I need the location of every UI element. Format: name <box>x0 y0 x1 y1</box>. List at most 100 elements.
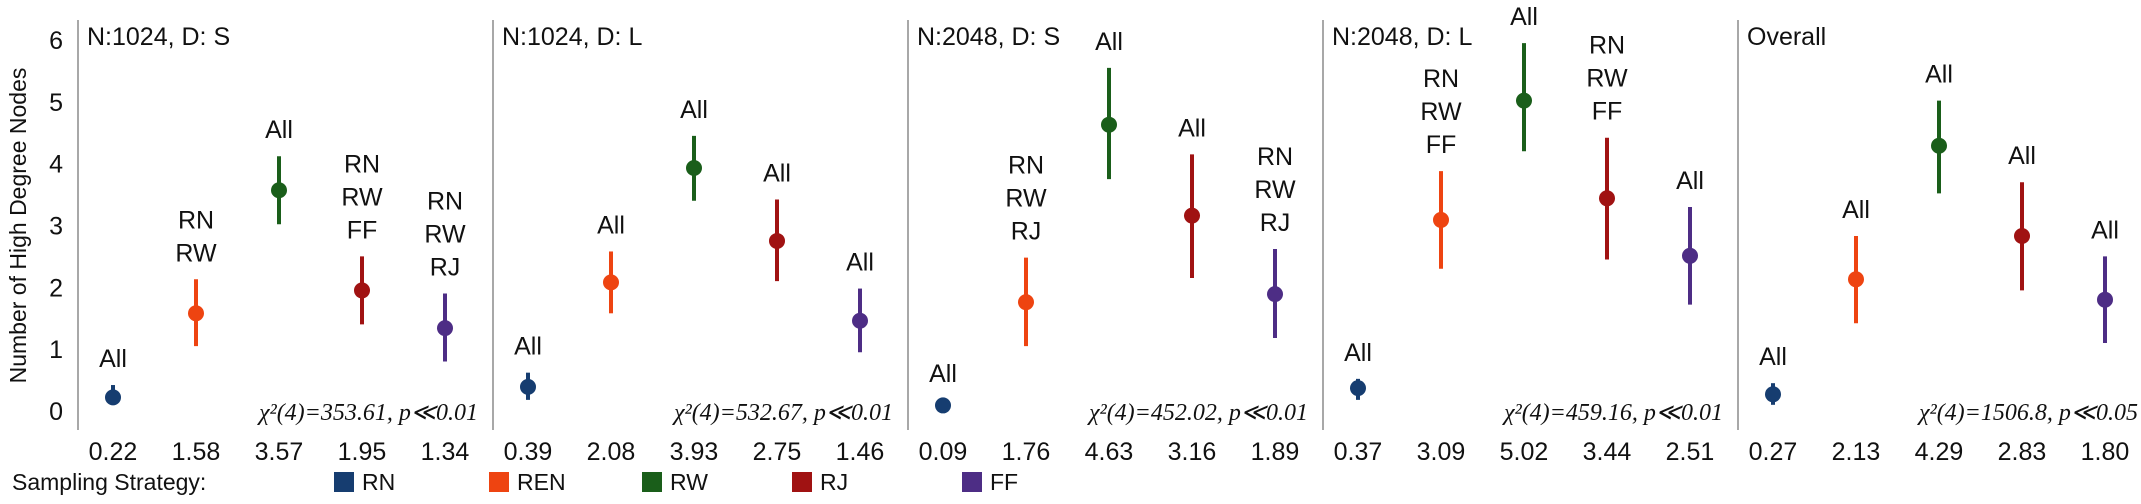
value-label: 0.22 <box>89 438 138 466</box>
panel-statistic: χ²(4)=1506.8, p≪0.05 <box>1917 400 2138 426</box>
group-label: All <box>2008 142 2036 170</box>
data-point <box>520 378 536 395</box>
group-label: FF <box>347 216 378 244</box>
data-point-group: All 2.83 <box>1998 142 2047 466</box>
data-point-group: All 1.80 <box>2081 216 2130 466</box>
legend-label: RW <box>670 469 708 495</box>
group-label: RN <box>1008 152 1044 180</box>
y-tick-label: 3 <box>49 213 63 241</box>
data-point-group: RN RW FF 3.44 <box>1583 32 1632 466</box>
panel-title: N:2048, D: S <box>917 23 1060 51</box>
data-point-group: All 2.13 <box>1832 196 1881 466</box>
panel-statistic: χ²(4)=353.61, p≪0.01 <box>257 400 478 426</box>
panel-statistic: χ²(4)=452.02, p≪0.01 <box>1087 400 1308 426</box>
data-point-group: RN RW 1.58 <box>172 206 221 466</box>
data-point-group: All 4.63 <box>1085 28 1134 466</box>
group-label: RJ <box>1260 209 1291 237</box>
data-point <box>1765 386 1781 403</box>
group-label: RW <box>1254 176 1296 204</box>
data-point <box>769 232 785 249</box>
legend-label: FF <box>990 469 1018 495</box>
legend-item: FF <box>962 469 1018 495</box>
value-label: 3.93 <box>670 438 719 466</box>
group-label: RN <box>1257 143 1293 171</box>
group-label: All <box>514 333 542 361</box>
value-label: 2.13 <box>1832 438 1881 466</box>
data-point <box>2014 228 2030 245</box>
data-point-group: All 3.57 <box>255 116 304 466</box>
group-label: RN <box>1589 32 1625 60</box>
data-point <box>437 320 453 337</box>
group-label: All <box>846 249 874 277</box>
value-label: 2.51 <box>1666 438 1715 466</box>
y-tick-label: 0 <box>49 398 63 426</box>
data-point-group: All 0.37 <box>1334 339 1383 466</box>
value-label: 1.58 <box>172 438 221 466</box>
panel-title: N:2048, D: L <box>1332 23 1472 51</box>
data-point-group: All 0.27 <box>1749 343 1798 466</box>
group-label: All <box>99 345 127 373</box>
group-label: All <box>1759 343 1787 371</box>
data-point <box>603 274 619 291</box>
value-label: 1.89 <box>1251 438 1300 466</box>
legend-swatch <box>489 472 509 492</box>
group-label: RN <box>344 150 380 178</box>
value-label: 0.39 <box>504 438 553 466</box>
data-point <box>188 305 204 322</box>
value-label: 2.75 <box>753 438 802 466</box>
group-label: RW <box>175 239 217 267</box>
data-point-group: All 1.46 <box>836 249 885 466</box>
data-point <box>271 182 287 199</box>
panel: N:1024, D: S χ²(4)=353.61, p≪0.01 All 0.22 R… <box>77 20 478 466</box>
data-point-group: All 5.02 <box>1500 3 1549 466</box>
panel-title: N:1024, D: L <box>502 23 642 51</box>
data-point <box>2097 291 2113 308</box>
data-point-group: All 3.16 <box>1168 114 1217 466</box>
group-label: RW <box>424 221 466 249</box>
panel: N:2048, D: L χ²(4)=459.16, p≪0.01 All 0.37 R… <box>1322 3 1723 466</box>
y-axis-label: Number of High Degree Nodes <box>5 68 31 384</box>
data-point <box>354 282 370 299</box>
value-label: 0.09 <box>919 438 968 466</box>
data-point <box>1599 190 1615 207</box>
group-label: All <box>1842 196 1870 224</box>
value-label: 1.76 <box>1002 438 1051 466</box>
legend-label: REN <box>517 469 566 495</box>
y-tick-label: 2 <box>49 274 63 302</box>
data-point-group: RN RW RJ 1.89 <box>1251 143 1300 466</box>
legend-item: RW <box>642 469 708 495</box>
panel-title: N:1024, D: S <box>87 23 230 51</box>
group-label: All <box>1095 28 1123 56</box>
panel: Overall χ²(4)=1506.8, p≪0.05 All 0.27 All 2.1… <box>1737 20 2138 466</box>
panel-statistic: χ²(4)=532.67, p≪0.01 <box>672 400 893 426</box>
legend-swatch <box>334 472 354 492</box>
value-label: 1.46 <box>836 438 885 466</box>
y-tick-label: 6 <box>49 27 63 55</box>
data-point <box>1682 247 1698 264</box>
group-label: All <box>680 96 708 124</box>
y-tick-label: 5 <box>49 89 63 117</box>
value-label: 3.16 <box>1168 438 1217 466</box>
legend-swatch <box>642 472 662 492</box>
data-point <box>1848 271 1864 288</box>
data-point <box>852 312 868 329</box>
group-label: RW <box>1005 185 1047 213</box>
data-point-group: All 0.39 <box>504 333 553 466</box>
panel: N:2048, D: S χ²(4)=452.02, p≪0.01 All 0.09 R… <box>907 20 1308 466</box>
value-label: 5.02 <box>1500 438 1549 466</box>
value-label: 3.09 <box>1417 438 1466 466</box>
group-label: RN <box>1423 65 1459 93</box>
value-label: 0.37 <box>1334 438 1383 466</box>
value-label: 3.44 <box>1583 438 1632 466</box>
panels: N:1024, D: S χ²(4)=353.61, p≪0.01 All 0.22 R… <box>77 3 2138 466</box>
data-point-group: All 0.09 <box>919 360 968 466</box>
data-point-group: All 2.08 <box>587 211 636 466</box>
panel: N:1024, D: Lχ²(4)=532.67, p≪0.01All0.39A… <box>492 20 893 466</box>
panel-statistic: χ²(4)=459.16, p≪0.01 <box>1502 400 1723 426</box>
y-axis: Number of High Degree Nodes 0 1 2 3 4 5 6 <box>5 27 63 426</box>
data-point <box>1350 380 1366 397</box>
group-label: All <box>929 360 957 388</box>
data-point-group: RN RW FF 1.95 <box>338 150 387 466</box>
data-point <box>1184 207 1200 224</box>
